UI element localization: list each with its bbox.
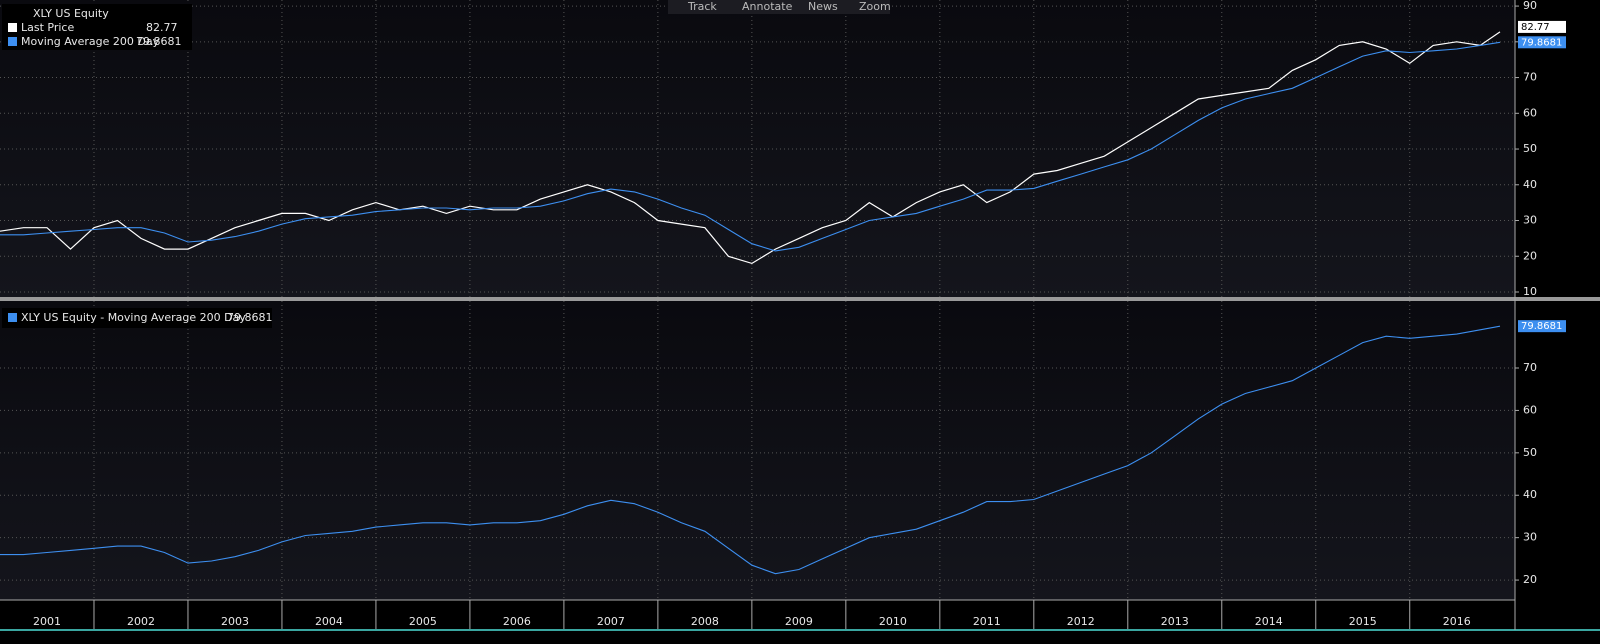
x-tick-label: 2008 — [691, 615, 719, 628]
x-tick-label: 2011 — [973, 615, 1001, 628]
legend-swatch — [8, 23, 17, 32]
series-line — [0, 31, 1501, 265]
x-tick-label: 2002 — [127, 615, 155, 628]
top-plot-area — [0, 0, 1515, 297]
x-tick-label: 2005 — [409, 615, 437, 628]
y-tick-label: 60 — [1523, 106, 1537, 119]
top-legend: XLY US Equity Last Price 82.77 Moving Av… — [2, 4, 192, 50]
x-axis-band — [0, 600, 1600, 630]
y-tick-label: 90 — [1523, 0, 1537, 12]
bottom-plot-area — [0, 301, 1515, 600]
toolbar-button[interactable]: Track — [687, 0, 717, 13]
x-tick-label: 2013 — [1161, 615, 1189, 628]
y-tick-label: 10 — [1523, 285, 1537, 298]
legend-box — [2, 4, 192, 50]
x-tick-label: 2012 — [1067, 615, 1095, 628]
legend-value: 79.8681 — [136, 35, 182, 48]
legend-value: 79.8681 — [227, 311, 273, 324]
x-tick-label: 2004 — [315, 615, 343, 628]
last-value-tag — [1518, 20, 1566, 33]
series-line — [0, 41, 1501, 252]
y-tick-label: 30 — [1523, 531, 1537, 544]
y-tick-label: 70 — [1523, 361, 1537, 374]
toolbar-button[interactable]: Zoom — [859, 0, 891, 13]
x-tick-label: 2003 — [221, 615, 249, 628]
last-value-label: 79.8681 — [1521, 37, 1562, 48]
y-tick-label: 40 — [1523, 488, 1537, 501]
last-value-tag — [1518, 320, 1566, 333]
toolbar-button[interactable]: News — [808, 0, 838, 13]
x-tick-label: 2014 — [1255, 615, 1283, 628]
bottom-legend: XLY US Equity - Moving Average 200 Day 7… — [2, 308, 273, 328]
x-tick-label: 2009 — [785, 615, 813, 628]
toolbar: Track Annotate News Zoom — [668, 0, 891, 14]
legend-swatch — [8, 313, 17, 322]
legend-swatch — [8, 37, 17, 46]
bottom-rule — [0, 629, 1600, 631]
panel-separator — [0, 297, 1600, 301]
x-tick-label: 2016 — [1443, 615, 1471, 628]
x-tick-label: 2015 — [1349, 615, 1377, 628]
legend-label: Last Price — [21, 21, 74, 34]
legend-box — [2, 308, 272, 328]
plot-layer: 10203040506070809082.7779.86812030405060… — [0, 0, 1566, 629]
x-tick-label: 2006 — [503, 615, 531, 628]
y-tick-label: 60 — [1523, 403, 1537, 416]
last-value-label: 79.8681 — [1521, 321, 1562, 332]
y-tick-label: 50 — [1523, 446, 1537, 459]
y-tick-label: 50 — [1523, 142, 1537, 155]
y-tick-label: 20 — [1523, 573, 1537, 586]
x-tick-label: 2001 — [33, 615, 61, 628]
toolbar-bg — [668, 0, 890, 14]
legend-label: Moving Average 200 Day — [21, 35, 160, 48]
series-line — [0, 325, 1501, 575]
y-tick-label: 40 — [1523, 178, 1537, 191]
y-tick-label: 70 — [1523, 71, 1537, 84]
x-tick-label: 2010 — [879, 615, 907, 628]
last-value-label: 82.77 — [1521, 22, 1550, 33]
toolbar-button[interactable]: Annotate — [742, 0, 793, 13]
legend-title: XLY US Equity — [33, 7, 109, 20]
legend-label: XLY US Equity - Moving Average 200 Day — [21, 311, 246, 324]
last-value-tag — [1518, 36, 1566, 49]
y-tick-label: 30 — [1523, 214, 1537, 227]
legend-value: 82.77 — [146, 21, 178, 34]
y-tick-label: 20 — [1523, 249, 1537, 262]
x-tick-label: 2007 — [597, 615, 625, 628]
